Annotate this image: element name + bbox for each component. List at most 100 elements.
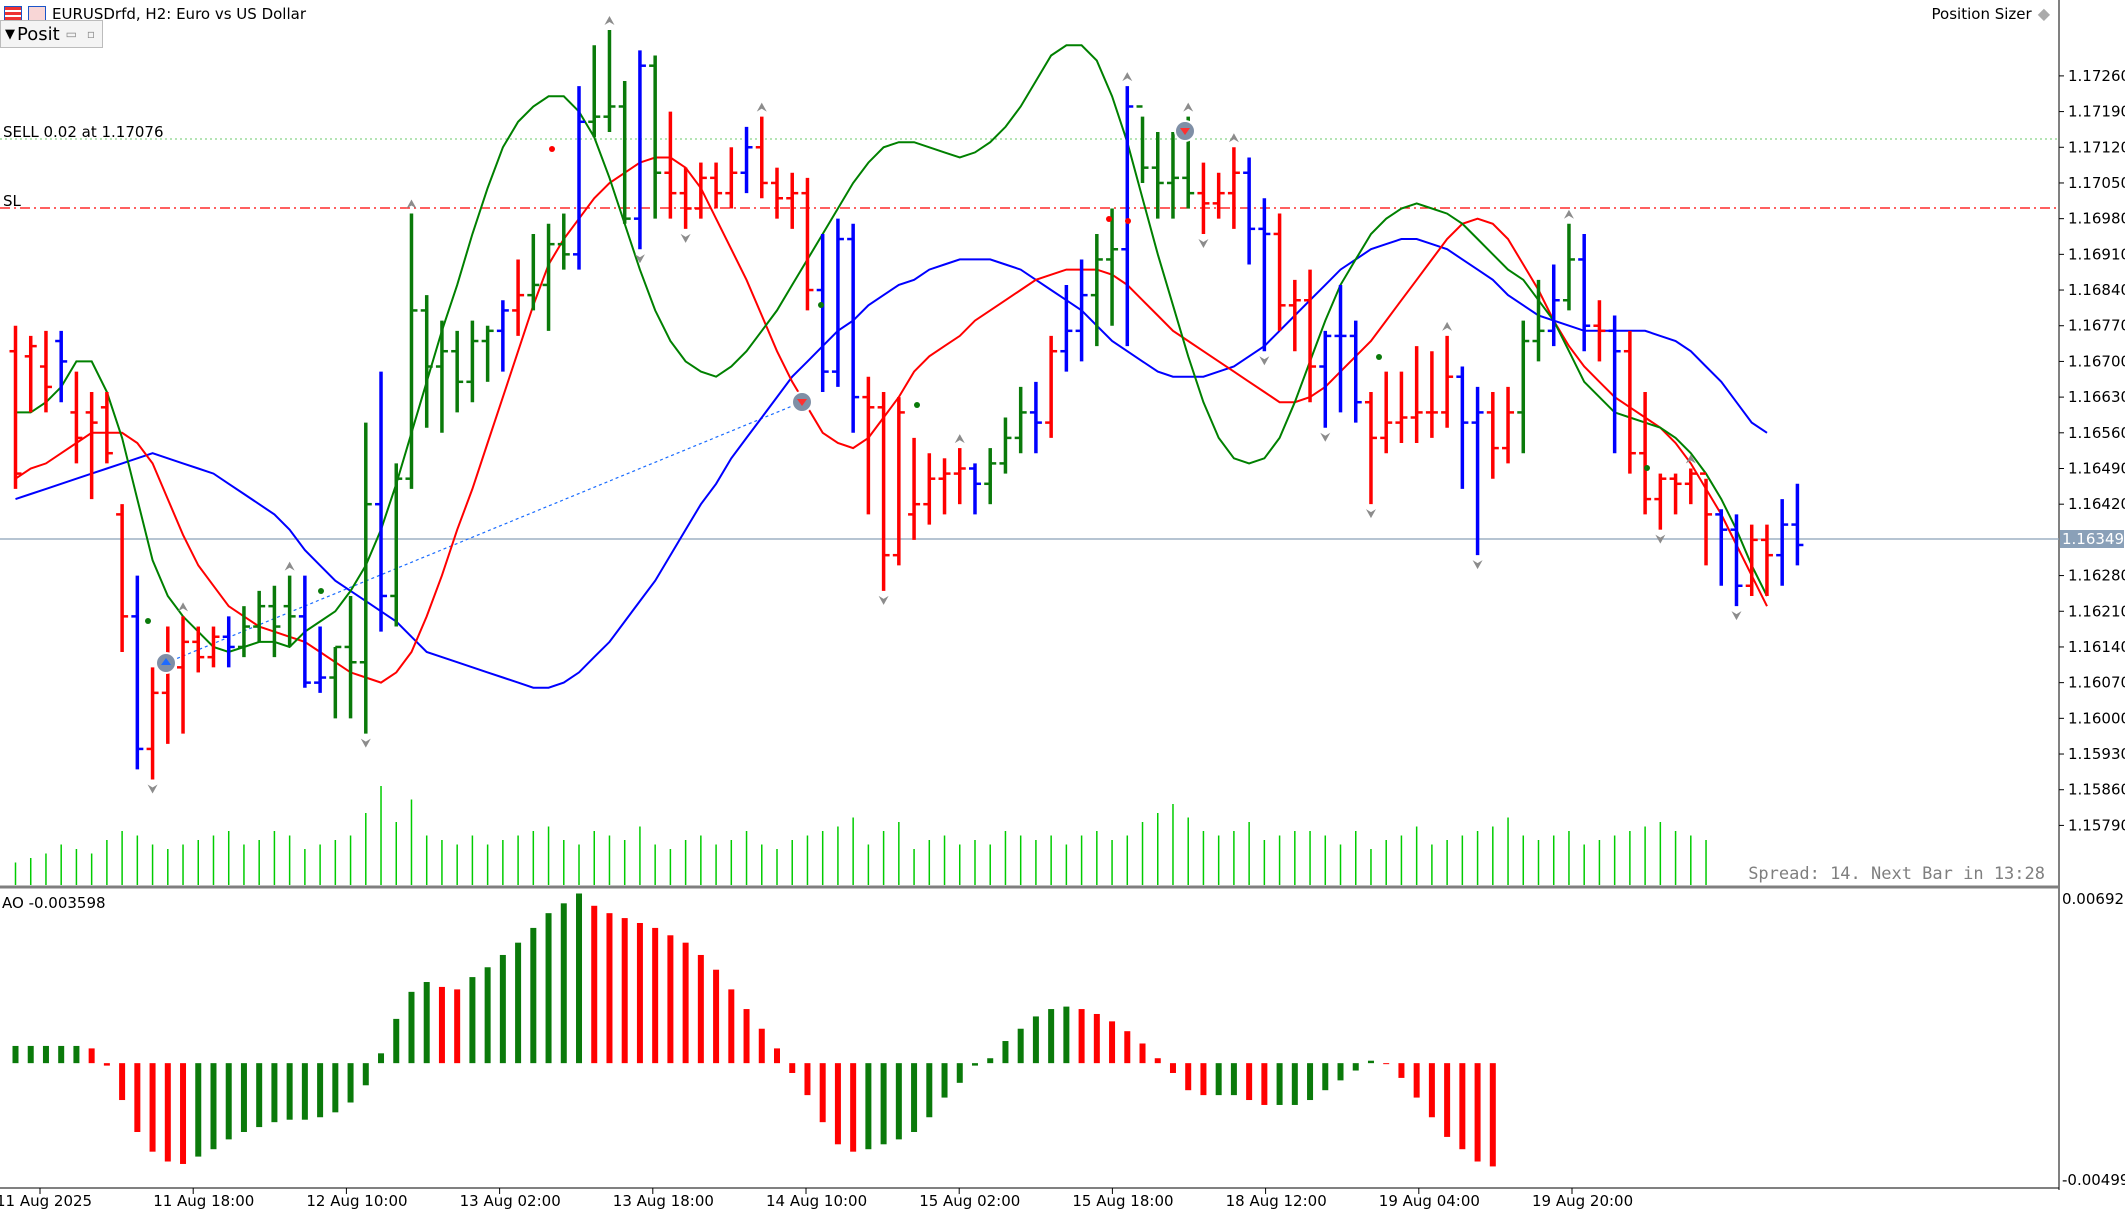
ma-red-line <box>14 156 1768 684</box>
signal-dot <box>1644 465 1650 471</box>
ohlc-bar <box>1273 213 1286 331</box>
time-axis: 11 Aug 2025 11 Aug 18:00 12 Aug 10:00 13 Au… <box>0 1188 1633 1210</box>
time-tick-label: 15 Aug 02:00 <box>919 1192 1020 1210</box>
ohlc-bar <box>9 325 22 489</box>
ohlc-bar <box>771 167 783 219</box>
price-tick-label: 1.17050 <box>2068 174 2125 192</box>
ohlc-bar <box>1456 366 1469 489</box>
ao-bar <box>652 927 659 1064</box>
ao-bar <box>911 1063 918 1133</box>
ohlc-bar <box>1227 147 1240 229</box>
ohlc-bar <box>984 448 997 505</box>
ao-bar <box>58 1045 65 1064</box>
ohlc-bar <box>1090 233 1103 347</box>
ohlc-bar <box>298 575 311 688</box>
ohlc-bar <box>1547 264 1560 347</box>
ohlc-bar <box>268 585 281 658</box>
ao-bar <box>576 893 583 1064</box>
fractal-up-icon <box>1183 102 1194 112</box>
ao-bar <box>545 913 552 1064</box>
ao-bar <box>804 1063 811 1096</box>
ohlc-bar <box>1517 320 1530 454</box>
panel-window-controls[interactable]: ▭ ▫ <box>65 27 98 41</box>
signal-dot <box>145 618 151 624</box>
sell-marker-icon[interactable] <box>791 391 813 413</box>
ao-bar <box>88 1048 95 1064</box>
fractal-up-icon <box>178 602 189 612</box>
ohlc-bar <box>161 626 174 744</box>
ao-bar <box>819 1063 826 1123</box>
ohlc-bar <box>542 223 555 331</box>
sell-marker-icon[interactable] <box>1174 120 1196 142</box>
ohlc-bar <box>1669 473 1682 515</box>
ohlc-bar <box>862 376 875 515</box>
ohlc-bar <box>527 233 540 311</box>
fractal-up-icon <box>1685 454 1696 464</box>
ohlc-bar <box>85 392 98 500</box>
time-tick-label: 13 Aug 02:00 <box>460 1192 561 1210</box>
buy-marker-icon[interactable] <box>155 652 177 674</box>
fractal-down-icon <box>1259 356 1270 366</box>
ohlc-bar <box>1593 300 1606 362</box>
ao-bar <box>530 927 537 1064</box>
fractal-up-icon <box>1228 133 1239 143</box>
position-sizer-panel[interactable]: ▼ Posit ▭ ▫ <box>0 20 103 48</box>
ohlc-bar <box>633 50 646 250</box>
ao-bar <box>286 1063 293 1120</box>
ao-bar <box>1139 1043 1146 1064</box>
ohlc-bar <box>1776 499 1789 586</box>
price-tick-label: 1.17120 <box>2068 138 2125 156</box>
fractal-up-icon <box>954 434 965 444</box>
ao-bar <box>1489 1063 1496 1167</box>
graduation-cap-icon: ◆ <box>2037 4 2050 23</box>
fractal-down-icon <box>1320 432 1331 442</box>
ao-bar <box>454 989 461 1064</box>
ao-bar <box>560 903 567 1064</box>
signal-dot <box>318 588 324 594</box>
ohlc-bar <box>1045 335 1058 438</box>
ohlc-bar <box>1380 371 1393 454</box>
ao-bar <box>1093 1013 1100 1064</box>
ohlc-bar <box>603 30 616 132</box>
ohlc-bar <box>1791 483 1804 566</box>
ohlc-bar <box>877 392 890 591</box>
ohlc-bar <box>694 162 707 219</box>
ao-bar <box>1337 1063 1344 1081</box>
ao-bar <box>1063 1006 1070 1064</box>
position-sizer-label: Position Sizer <box>1931 4 2032 23</box>
volume-bars <box>14 786 1707 885</box>
fractal-up-icon <box>1122 72 1133 82</box>
ohlc-bar <box>253 590 266 642</box>
stop-loss-label: SL <box>3 192 22 210</box>
ohlc-bar <box>314 626 327 693</box>
ao-bar <box>347 1063 354 1103</box>
ao-bar <box>1276 1063 1283 1105</box>
fractal-down-icon <box>1472 560 1483 570</box>
ao-bar <box>225 1063 232 1140</box>
ao-bar <box>941 1063 948 1098</box>
ao-bar <box>636 922 643 1064</box>
ao-bar <box>1032 1016 1039 1064</box>
collapse-triangle-icon[interactable]: ▼ <box>5 26 15 42</box>
ao-bar <box>42 1045 49 1064</box>
price-tick-label: 1.16560 <box>2068 424 2125 442</box>
ao-bar <box>1109 1021 1116 1064</box>
ohlc-bar <box>512 259 525 336</box>
ao-bar <box>1367 1060 1374 1064</box>
ao-bar <box>1352 1063 1359 1071</box>
position-sizer-button[interactable]: Position Sizer ◆ <box>1932 4 2050 23</box>
ohlc-bar <box>755 116 768 199</box>
ao-bar <box>1474 1063 1481 1162</box>
ohlc-bar <box>573 86 586 270</box>
fractal-up-icon <box>284 561 295 571</box>
fractal-up-icon <box>756 102 767 112</box>
ohlc-bar <box>938 458 951 515</box>
ohlc-bar <box>557 213 570 270</box>
ao-bar <box>499 954 506 1064</box>
ao-bar <box>484 967 491 1064</box>
ohlc-bar <box>1121 86 1134 347</box>
ohlc-bar <box>1349 320 1362 423</box>
time-tick-label: 15 Aug 18:00 <box>1072 1192 1173 1210</box>
ao-bar <box>1017 1028 1024 1064</box>
